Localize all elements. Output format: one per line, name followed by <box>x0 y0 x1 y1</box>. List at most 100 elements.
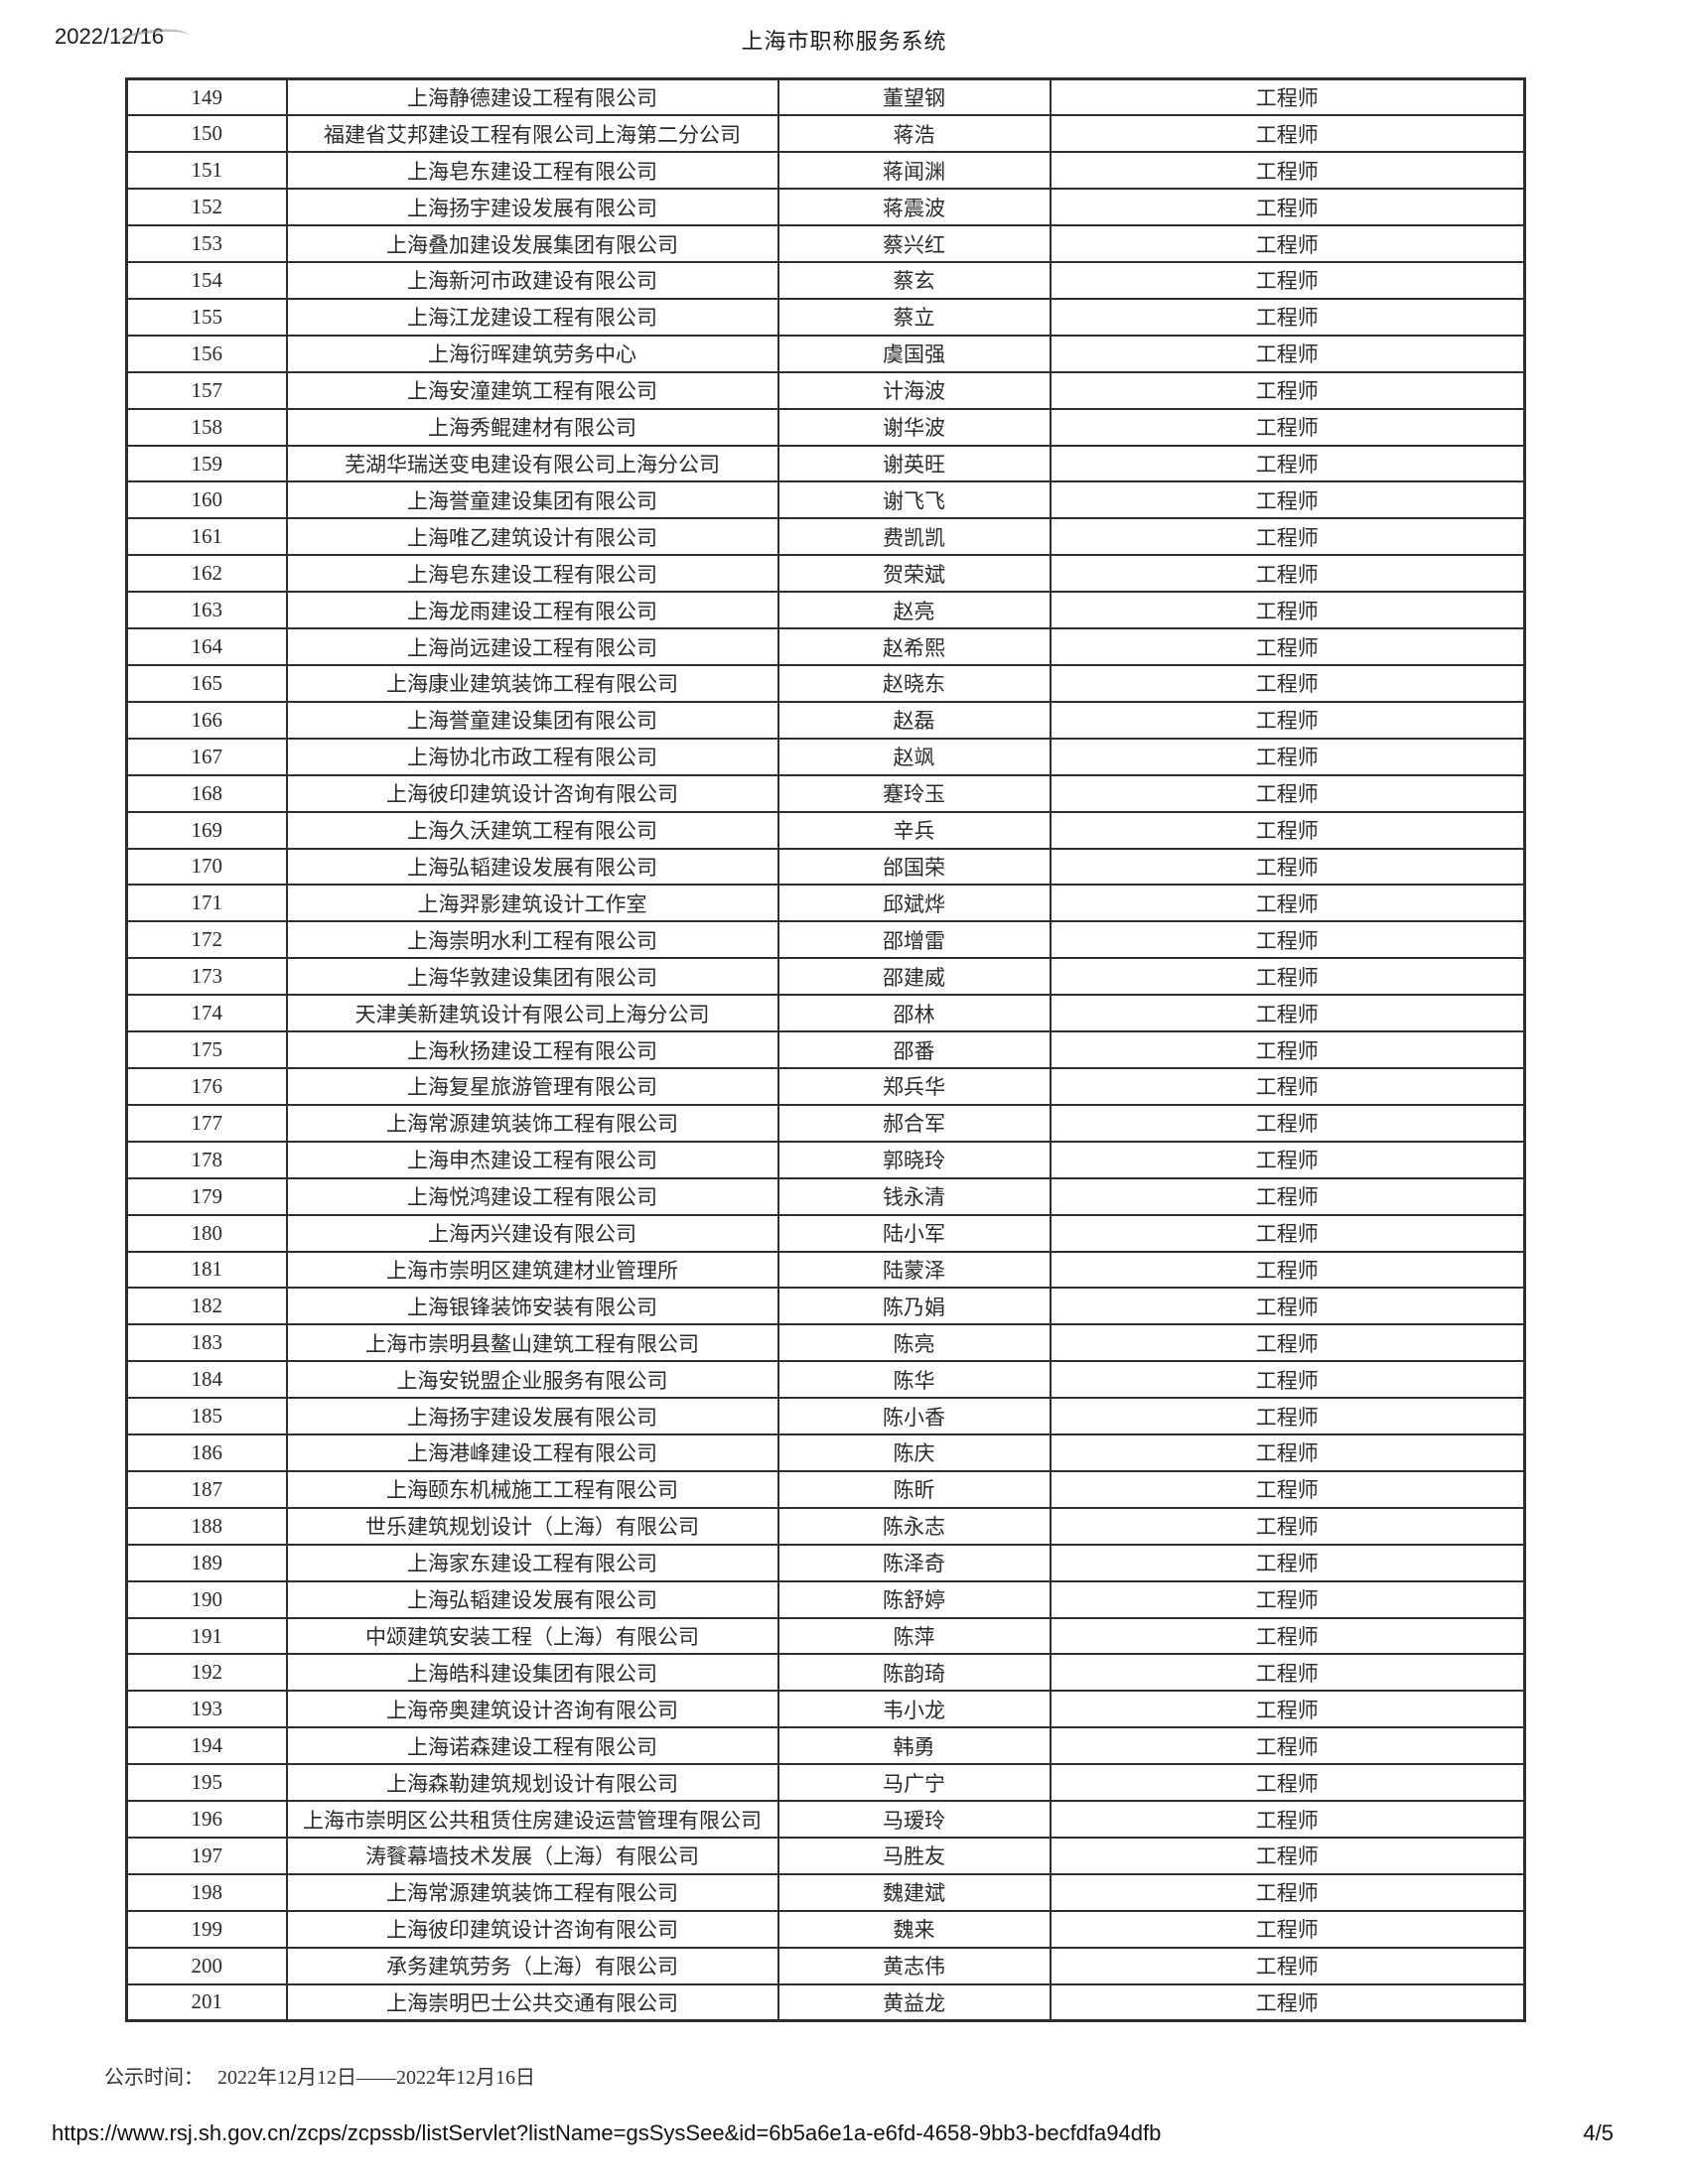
name-cell: 费凯凯 <box>776 517 1052 557</box>
row-number-cell: 182 <box>125 1287 288 1326</box>
row-number-cell: 149 <box>125 77 288 117</box>
title-cell: 工程师 <box>1049 773 1526 813</box>
table-row: 194 上海诺森建设工程有限公司 韩勇 工程师 <box>125 1726 1526 1766</box>
table-row: 196 上海市崇明区公共租赁住房建设运营管理有限公司 马瑷玲 工程师 <box>125 1800 1526 1839</box>
company-cell: 上海常源建筑装饰工程有限公司 <box>285 1103 779 1143</box>
table-row: 201 上海崇明巴士公共交通有限公司 黄益龙 工程师 <box>125 1982 1526 2022</box>
table-row: 195 上海森勒建筑规划设计有限公司 马广宁 工程师 <box>125 1763 1526 1803</box>
company-cell: 上海秋扬建设工程有限公司 <box>285 1030 779 1069</box>
name-cell: 谢飞飞 <box>776 480 1052 520</box>
name-cell: 赵晓东 <box>776 664 1052 703</box>
row-number-cell: 151 <box>125 151 288 191</box>
company-cell: 上海安锐盟企业服务有限公司 <box>285 1360 779 1400</box>
company-cell: 涛餮幕墙技术发展（上海）有限公司 <box>285 1837 779 1875</box>
title-cell: 工程师 <box>1049 1909 1526 1949</box>
title-cell: 工程师 <box>1049 261 1526 300</box>
name-cell: 谢英旺 <box>776 444 1052 483</box>
company-cell: 上海扬宇建设发展有限公司 <box>285 1397 779 1436</box>
table-row: 165 上海康业建筑装饰工程有限公司 赵晓东 工程师 <box>125 664 1526 703</box>
table-row: 166 上海誉童建设集团有限公司 赵磊 工程师 <box>125 700 1526 740</box>
title-cell: 工程师 <box>1049 1837 1526 1875</box>
name-cell: 钱永清 <box>776 1176 1052 1216</box>
row-number-cell: 192 <box>125 1653 288 1693</box>
company-cell: 上海唯乙建筑设计有限公司 <box>285 517 779 557</box>
name-cell: 董望钢 <box>776 77 1052 117</box>
company-cell: 承务建筑劳务（上海）有限公司 <box>285 1946 779 1985</box>
table-row: 198 上海常源建筑装饰工程有限公司 魏建斌 工程师 <box>125 1872 1526 1912</box>
table-row: 153 上海叠加建设发展集团有限公司 蔡兴红 工程师 <box>125 224 1526 264</box>
name-cell: 陈泽奇 <box>776 1543 1052 1582</box>
company-cell: 上海彼印建筑设计咨询有限公司 <box>285 773 779 813</box>
company-cell: 上海市崇明区公共租赁住房建设运营管理有限公司 <box>285 1800 779 1839</box>
row-number-cell: 169 <box>125 810 288 850</box>
name-cell: 陈华 <box>776 1360 1052 1400</box>
publicity-time: 公示时间： 2022年12月12日——2022年12月16日 <box>104 2061 535 2090</box>
company-cell: 上海帝奥建筑设计咨询有限公司 <box>285 1690 779 1729</box>
company-cell: 上海衍晖建筑劳务中心 <box>285 334 779 373</box>
title-cell: 工程师 <box>1049 1360 1526 1400</box>
title-cell: 工程师 <box>1049 994 1526 1033</box>
title-cell: 工程师 <box>1049 297 1526 337</box>
company-cell: 上海龙雨建设工程有限公司 <box>285 591 779 630</box>
title-cell: 工程师 <box>1049 114 1526 154</box>
title-cell: 工程师 <box>1049 334 1526 373</box>
company-cell: 上海常源建筑装饰工程有限公司 <box>285 1872 779 1912</box>
title-cell: 工程师 <box>1049 1397 1526 1436</box>
company-cell: 芜湖华瑞送变电建设有限公司上海分公司 <box>285 444 779 483</box>
table-row: 154 上海新河市政建设有限公司 蔡玄 工程师 <box>125 261 1526 300</box>
company-cell: 上海秀鲲建材有限公司 <box>285 407 779 447</box>
table-row: 179 上海悦鸿建设工程有限公司 钱永清 工程师 <box>125 1176 1526 1216</box>
company-cell: 上海誉童建设集团有限公司 <box>285 700 779 740</box>
row-number-cell: 174 <box>125 994 288 1033</box>
name-cell: 黄益龙 <box>776 1982 1052 2022</box>
company-cell: 上海复星旅游管理有限公司 <box>285 1066 779 1106</box>
title-cell: 工程师 <box>1049 1763 1526 1803</box>
row-number-cell: 184 <box>125 1360 288 1400</box>
name-cell: 马胜友 <box>776 1837 1052 1875</box>
table-row: 164 上海尚远建设工程有限公司 赵希熙 工程师 <box>125 627 1526 666</box>
row-number-cell: 152 <box>125 188 288 227</box>
title-cell: 工程师 <box>1049 627 1526 666</box>
name-cell: 邵建威 <box>776 957 1052 997</box>
title-cell: 工程师 <box>1049 151 1526 191</box>
table-row: 184 上海安锐盟企业服务有限公司 陈华 工程师 <box>125 1360 1526 1400</box>
table-row: 160 上海誉童建设集团有限公司 谢飞飞 工程师 <box>125 480 1526 520</box>
company-cell: 上海家东建设工程有限公司 <box>285 1543 779 1582</box>
name-cell: 邱斌烨 <box>776 884 1052 923</box>
title-cell: 工程师 <box>1049 370 1526 410</box>
name-cell: 蔡兴红 <box>776 224 1052 264</box>
row-number-cell: 180 <box>125 1213 288 1253</box>
row-number-cell: 179 <box>125 1176 288 1216</box>
row-number-cell: 186 <box>125 1433 288 1472</box>
company-cell: 上海皓科建设集团有限公司 <box>285 1653 779 1693</box>
company-cell: 上海诺森建设工程有限公司 <box>285 1726 779 1766</box>
table-row: 190 上海弘韬建设发展有限公司 陈舒婷 工程师 <box>125 1579 1526 1619</box>
company-cell: 中颂建筑安装工程（上海）有限公司 <box>285 1616 779 1656</box>
row-number-cell: 183 <box>125 1323 288 1363</box>
name-cell: 韩勇 <box>776 1726 1052 1766</box>
roster-table: 149 上海静德建设工程有限公司 董望钢 工程师 150 福建省艾邦建设工程有限公司上海第… <box>125 77 1526 2023</box>
name-cell: 邵番 <box>776 1030 1052 1069</box>
name-cell: 赵磊 <box>776 700 1052 740</box>
company-cell: 上海静德建设工程有限公司 <box>285 77 779 117</box>
company-cell: 上海扬宇建设发展有限公司 <box>285 188 779 227</box>
name-cell: 邵增雷 <box>776 920 1052 960</box>
row-number-cell: 159 <box>125 444 288 483</box>
title-cell: 工程师 <box>1049 1800 1526 1839</box>
name-cell: 陈萍 <box>776 1616 1052 1656</box>
name-cell: 陈乃娟 <box>776 1287 1052 1326</box>
table-row: 192 上海皓科建设集团有限公司 陈韵琦 工程师 <box>125 1653 1526 1693</box>
title-cell: 工程师 <box>1049 847 1526 887</box>
row-number-cell: 189 <box>125 1543 288 1582</box>
row-number-cell: 161 <box>125 517 288 557</box>
company-cell: 福建省艾邦建设工程有限公司上海第二分公司 <box>285 114 779 154</box>
row-number-cell: 164 <box>125 627 288 666</box>
table-row: 172 上海崇明水利工程有限公司 邵增雷 工程师 <box>125 920 1526 960</box>
row-number-cell: 171 <box>125 884 288 923</box>
company-cell: 上海彼印建筑设计咨询有限公司 <box>285 1909 779 1949</box>
table-row: 177 上海常源建筑装饰工程有限公司 郝合军 工程师 <box>125 1103 1526 1143</box>
title-cell: 工程师 <box>1049 884 1526 923</box>
name-cell: 陆蒙泽 <box>776 1250 1052 1290</box>
page-url: https://www.rsj.sh.gov.cn/zcps/zcpssb/li… <box>52 2120 1162 2145</box>
row-number-cell: 201 <box>125 1982 288 2022</box>
